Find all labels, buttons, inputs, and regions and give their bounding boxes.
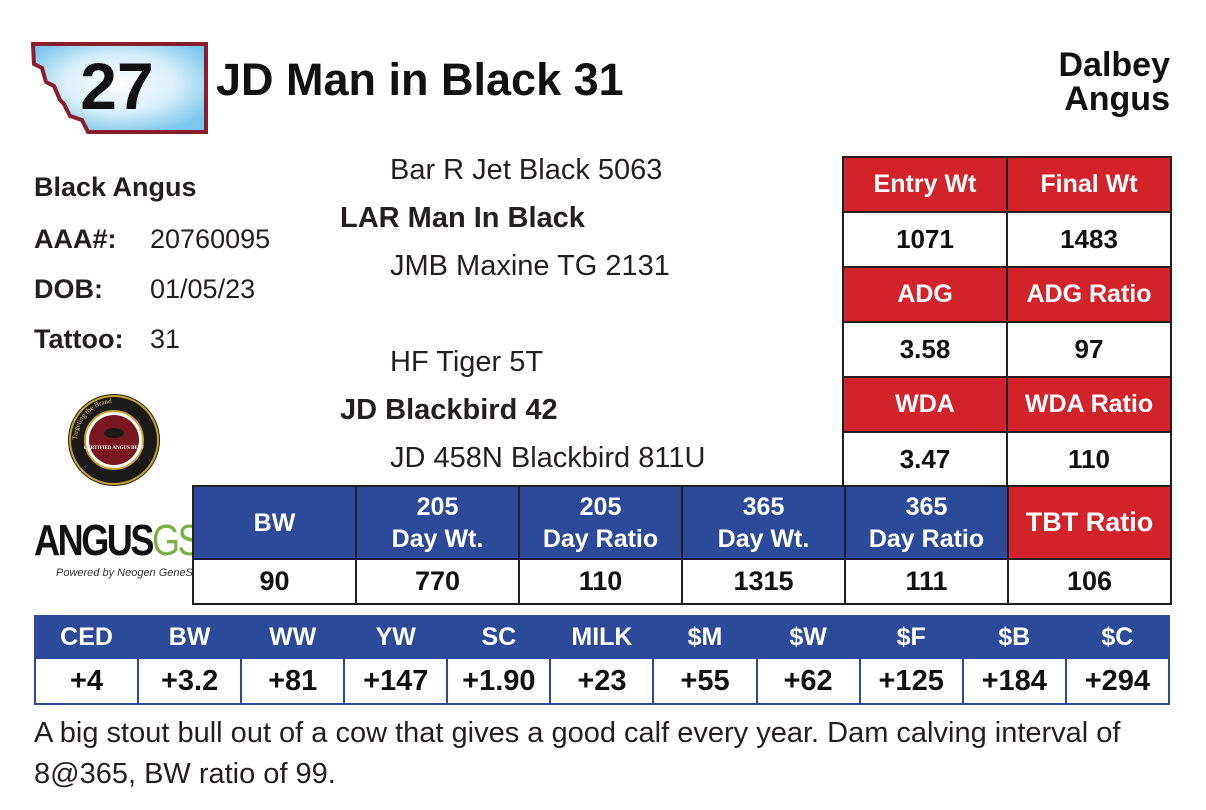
epd-label: $C [1064, 615, 1171, 659]
epd-label: MILK [549, 615, 655, 659]
performance-table: Entry Wt Final Wt 1071 1483 ADG ADG Rati… [842, 156, 1172, 488]
owner-line-1: Dalbey [1058, 46, 1171, 84]
perf-label: Final Wt [1006, 156, 1172, 213]
weight-value: 770 [355, 558, 520, 605]
epd-value: +147 [343, 657, 449, 705]
certified-angus-beef-seal-icon: Targeting the Brand CERTIFIED ANGUS BEEF [68, 394, 160, 486]
pedigree-sire-dam: JMB Maxine TG 2131 [390, 250, 670, 282]
epd-value: +23 [549, 657, 655, 705]
angus-gs-logo: ANGUSGS Powered by Neogen GeneSeek [34, 516, 211, 586]
epd-label: WW [240, 615, 346, 659]
perf-label: ADG Ratio [1006, 266, 1172, 323]
tattoo-value: 31 [150, 324, 181, 354]
weight-value: 1315 [681, 558, 846, 605]
owner-name: Dalbey Angus [1059, 48, 1171, 116]
perf-value: 1071 [842, 211, 1008, 268]
perf-value: 3.47 [842, 431, 1008, 488]
animal-name: JD Man in Black 31 [216, 54, 624, 105]
aaa-label: AAA#: [34, 224, 117, 254]
pedigree-dam-dam: JD 458N Blackbird 811U [390, 442, 706, 474]
dob-value: 01/05/23 [150, 274, 256, 304]
perf-value: 110 [1006, 431, 1172, 488]
weight-value: 90 [192, 558, 357, 605]
perf-value: 97 [1006, 321, 1172, 378]
epd-value: +55 [652, 657, 758, 705]
perf-label: ADG [842, 266, 1008, 323]
epd-value: +184 [961, 657, 1067, 705]
cab-text: CERTIFIED ANGUS BEEF [84, 446, 144, 451]
weight-value: 106 [1007, 558, 1172, 605]
epd-value: +125 [858, 657, 964, 705]
epd-label: BW [137, 615, 243, 659]
epd-value: +294 [1064, 657, 1171, 705]
pedigree-dam-sire: HF Tiger 5T [390, 346, 544, 378]
lot-number: 27 [80, 49, 154, 123]
epd-table: CED BW WW YW SC MILK $M $W $F $B $C +4 +… [33, 615, 1171, 705]
weight-value: 110 [518, 558, 683, 605]
weight-header: 205 Day Ratio [518, 485, 683, 560]
pedigree-sire-sire: Bar R Jet Black 5063 [390, 154, 663, 186]
lot-badge [30, 42, 208, 134]
dob-label: DOB: [34, 274, 103, 304]
breed: Black Angus [34, 172, 197, 202]
epd-label: $W [755, 615, 861, 659]
epd-value: +1.90 [446, 657, 552, 705]
perf-label: WDA Ratio [1006, 376, 1172, 433]
angusgs-main-text: ANGUS [34, 516, 154, 565]
weight-header: 205 Day Wt. [355, 485, 520, 560]
description: A big stout bull out of a cow that gives… [34, 717, 1121, 790]
epd-label: CED [33, 615, 140, 659]
perf-label: Entry Wt [842, 156, 1008, 213]
perf-value: 1483 [1006, 211, 1172, 268]
angusgs-tagline: Powered by Neogen GeneSeek [56, 567, 211, 579]
epd-value: +3.2 [137, 657, 243, 705]
owner-line-2: Angus [1064, 80, 1170, 118]
weight-header: 365 Day Ratio [844, 485, 1009, 560]
perf-label: WDA [842, 376, 1008, 433]
weight-header: 365 Day Wt. [681, 485, 846, 560]
pedigree-sire: LAR Man In Black [340, 202, 585, 234]
perf-value: 3.58 [842, 321, 1008, 378]
epd-label: $B [961, 615, 1067, 659]
epd-label: $F [858, 615, 964, 659]
epd-value: +81 [240, 657, 346, 705]
pedigree-dam: JD Blackbird 42 [340, 394, 558, 426]
epd-value: +4 [33, 657, 140, 705]
aaa-value: 20760095 [150, 224, 271, 254]
weight-header: BW [192, 485, 357, 560]
tattoo-label: Tattoo: [34, 324, 124, 354]
weights-table: BW 205 Day Wt. 205 Day Ratio 365 Day Wt. 36… [192, 485, 1172, 605]
weight-header: TBT Ratio [1007, 485, 1172, 560]
weight-value: 111 [844, 558, 1009, 605]
epd-value: +62 [755, 657, 861, 705]
epd-label: YW [343, 615, 449, 659]
epd-label: SC [446, 615, 552, 659]
epd-label: $M [652, 615, 758, 659]
